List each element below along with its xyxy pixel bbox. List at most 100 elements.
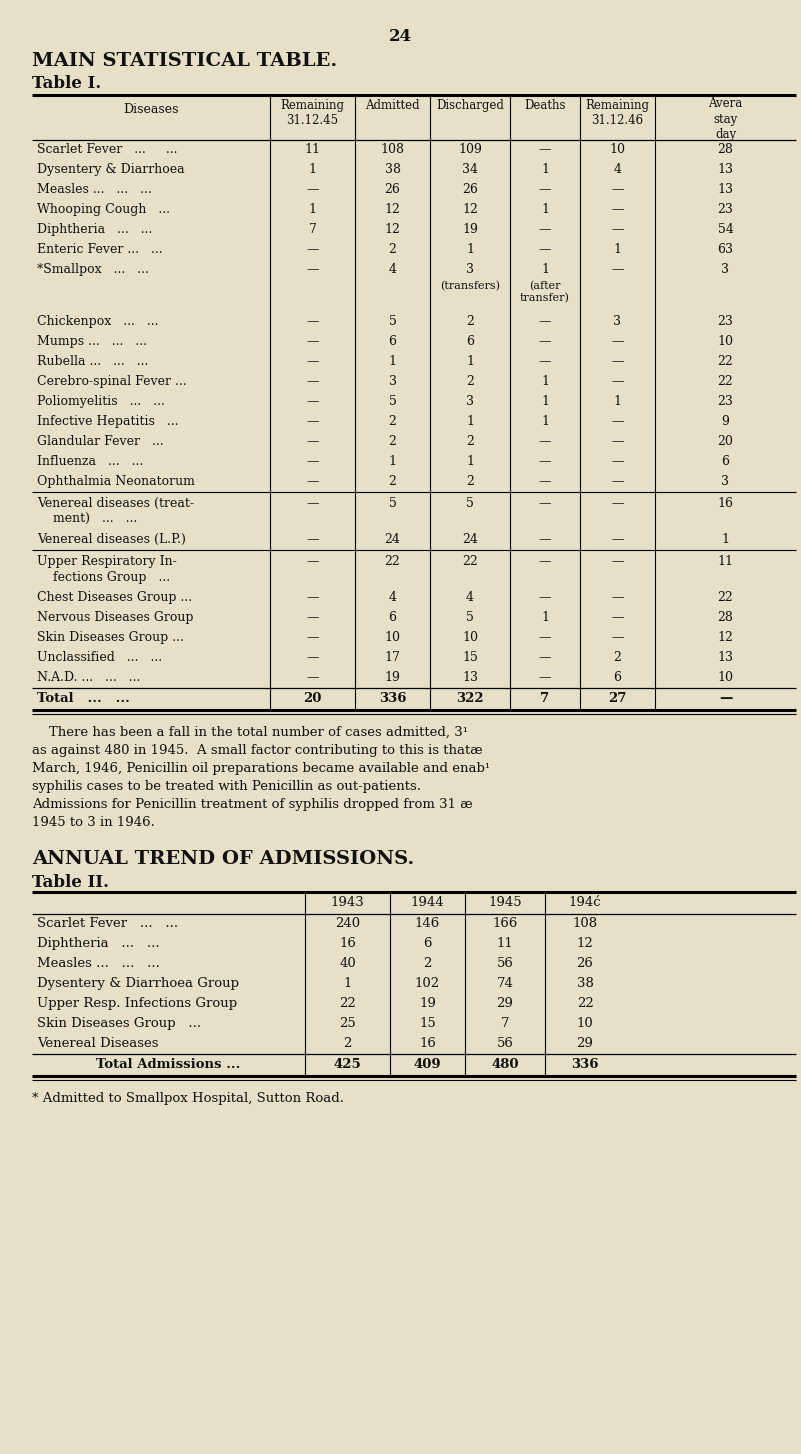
Text: —: — xyxy=(611,555,624,569)
Text: 28: 28 xyxy=(718,611,734,624)
Text: 108: 108 xyxy=(573,917,598,931)
Text: 5: 5 xyxy=(388,497,396,510)
Text: 166: 166 xyxy=(493,917,517,931)
Text: 12: 12 xyxy=(577,936,594,949)
Text: —: — xyxy=(306,355,319,368)
Text: Diseases: Diseases xyxy=(123,103,179,116)
Text: (after
transfer): (after transfer) xyxy=(520,281,570,304)
Text: March, 1946, Penicillin oil preparations became available and enab¹: March, 1946, Penicillin oil preparations… xyxy=(32,762,490,775)
Text: 3: 3 xyxy=(614,316,622,329)
Text: 2: 2 xyxy=(466,375,474,388)
Text: 336: 336 xyxy=(379,692,406,705)
Text: —: — xyxy=(539,631,551,644)
Text: —: — xyxy=(611,355,624,368)
Text: MAIN STATISTICAL TABLE.: MAIN STATISTICAL TABLE. xyxy=(32,52,337,70)
Text: 2: 2 xyxy=(614,651,622,664)
Text: Table II.: Table II. xyxy=(32,874,109,891)
Text: —: — xyxy=(718,692,732,705)
Text: —: — xyxy=(306,631,319,644)
Text: —: — xyxy=(306,263,319,276)
Text: 74: 74 xyxy=(497,977,513,990)
Text: 56: 56 xyxy=(497,1037,513,1050)
Text: —: — xyxy=(306,651,319,664)
Text: Measles ...   ...   ...: Measles ... ... ... xyxy=(37,957,160,970)
Text: *Smallpox   ...   ...: *Smallpox ... ... xyxy=(37,263,149,276)
Text: 240: 240 xyxy=(335,917,360,931)
Text: 15: 15 xyxy=(462,651,478,664)
Text: 1: 1 xyxy=(344,977,352,990)
Text: 56: 56 xyxy=(497,957,513,970)
Text: —: — xyxy=(611,497,624,510)
Text: 23: 23 xyxy=(718,395,734,409)
Text: 26: 26 xyxy=(384,183,400,196)
Text: Dysentery & Diarrhoea Group: Dysentery & Diarrhoea Group xyxy=(37,977,239,990)
Text: —: — xyxy=(306,414,319,427)
Text: —: — xyxy=(539,435,551,448)
Text: 1: 1 xyxy=(466,243,474,256)
Text: 22: 22 xyxy=(718,590,734,603)
Text: 22: 22 xyxy=(577,997,594,1011)
Text: Diphtheria   ...   ...: Diphtheria ... ... xyxy=(37,222,152,236)
Text: 1943: 1943 xyxy=(331,896,364,909)
Text: 34: 34 xyxy=(462,163,478,176)
Text: 1944: 1944 xyxy=(411,896,445,909)
Text: Admitted: Admitted xyxy=(365,99,420,112)
Text: Glandular Fever   ...: Glandular Fever ... xyxy=(37,435,163,448)
Text: —: — xyxy=(306,395,319,409)
Text: N.A.D. ...   ...   ...: N.A.D. ... ... ... xyxy=(37,670,140,683)
Text: Table I.: Table I. xyxy=(32,76,101,92)
Text: 27: 27 xyxy=(608,692,626,705)
Text: 22: 22 xyxy=(384,555,400,569)
Text: Venereal Diseases: Venereal Diseases xyxy=(37,1037,159,1050)
Text: 17: 17 xyxy=(384,651,400,664)
Text: —: — xyxy=(539,670,551,683)
Text: Measles ...   ...   ...: Measles ... ... ... xyxy=(37,183,151,196)
Text: 26: 26 xyxy=(577,957,594,970)
Text: 19: 19 xyxy=(384,670,400,683)
Text: 13: 13 xyxy=(718,163,734,176)
Text: 1: 1 xyxy=(541,611,549,624)
Text: 13: 13 xyxy=(718,183,734,196)
Text: —: — xyxy=(539,142,551,156)
Text: 11: 11 xyxy=(497,936,513,949)
Text: 10: 10 xyxy=(718,670,734,683)
Text: —: — xyxy=(539,475,551,489)
Text: —: — xyxy=(306,590,319,603)
Text: 1: 1 xyxy=(541,375,549,388)
Text: Avera
stay
day: Avera stay day xyxy=(708,97,743,141)
Text: —: — xyxy=(539,334,551,348)
Text: 6: 6 xyxy=(423,936,432,949)
Text: —: — xyxy=(611,183,624,196)
Text: Venereal diseases (treat-
    ment)   ...   ...: Venereal diseases (treat- ment) ... ... xyxy=(37,497,194,525)
Text: 2: 2 xyxy=(388,243,396,256)
Text: 40: 40 xyxy=(339,957,356,970)
Text: Scarlet Fever   ...   ...: Scarlet Fever ... ... xyxy=(37,917,178,931)
Text: —: — xyxy=(611,263,624,276)
Text: 102: 102 xyxy=(415,977,440,990)
Text: 9: 9 xyxy=(722,414,730,427)
Text: Poliomyelitis   ...   ...: Poliomyelitis ... ... xyxy=(37,395,165,409)
Text: 5: 5 xyxy=(388,316,396,329)
Text: 3: 3 xyxy=(466,263,474,276)
Text: Diphtheria   ...   ...: Diphtheria ... ... xyxy=(37,936,159,949)
Text: 1: 1 xyxy=(308,204,316,217)
Text: 12: 12 xyxy=(462,204,478,217)
Text: 2: 2 xyxy=(344,1037,352,1050)
Text: 108: 108 xyxy=(380,142,405,156)
Text: —: — xyxy=(539,243,551,256)
Text: Infective Hepatitis   ...: Infective Hepatitis ... xyxy=(37,414,179,427)
Text: Rubella ...   ...   ...: Rubella ... ... ... xyxy=(37,355,148,368)
Text: 22: 22 xyxy=(462,555,478,569)
Text: 63: 63 xyxy=(718,243,734,256)
Text: Venereal diseases (L.P.): Venereal diseases (L.P.) xyxy=(37,534,186,547)
Text: 7: 7 xyxy=(501,1016,509,1029)
Text: 2: 2 xyxy=(466,475,474,489)
Text: 10: 10 xyxy=(577,1016,594,1029)
Text: 1: 1 xyxy=(308,163,316,176)
Text: —: — xyxy=(611,455,624,468)
Text: Scarlet Fever   ...     ...: Scarlet Fever ... ... xyxy=(37,142,178,156)
Text: 194ć: 194ć xyxy=(569,896,602,909)
Text: —: — xyxy=(611,375,624,388)
Text: —: — xyxy=(306,183,319,196)
Text: 1: 1 xyxy=(541,163,549,176)
